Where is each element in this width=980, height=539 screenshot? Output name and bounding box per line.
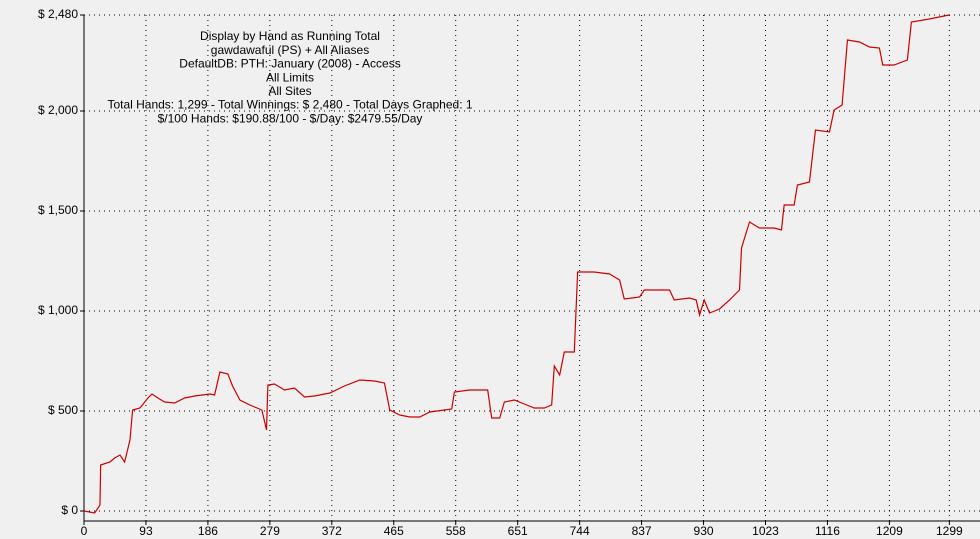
x-tick-label: 930 [694,524,714,538]
x-tick-label: 1299 [936,524,963,538]
annotation: All Limits [266,70,314,84]
annotation: Total Hands: 1,299 - Total Winnings: $ 2… [107,98,472,112]
y-tick-label: $ 1,500 [38,203,78,217]
annotation: All Sites [268,84,311,98]
y-tick-label: $ 2,480 [38,7,78,21]
x-tick-label: 1023 [752,524,779,538]
x-tick-label: 1116 [815,524,840,538]
annotation: gawdawaful (PS) + All Aliases [211,43,369,57]
x-tick-label: 837 [632,524,652,538]
annotation: DefaultDB: PTH: January (2008) - Access [179,57,400,71]
x-tick-label: 279 [260,524,280,538]
x-tick-label: 1209 [876,524,903,538]
y-tick-label: $ 2,000 [38,103,78,117]
x-tick-label: 744 [570,524,590,538]
annotation: $/100 Hands: $190.88/100 - $/Day: $2479.… [158,111,423,125]
x-tick-label: 93 [139,524,153,538]
x-tick-label: 558 [446,524,466,538]
x-tick-label: 651 [508,524,528,538]
x-tick-label: 186 [198,524,218,538]
y-tick-label: $ 500 [48,403,78,417]
x-tick-label: 372 [322,524,342,538]
x-tick-label: 0 [81,524,88,538]
annotation: Display by Hand as Running Total [200,29,380,43]
y-tick-label: $ 1,000 [38,303,78,317]
x-tick-label: 465 [384,524,404,538]
data-line [83,14,950,514]
y-tick-label: $ 0 [61,503,78,517]
